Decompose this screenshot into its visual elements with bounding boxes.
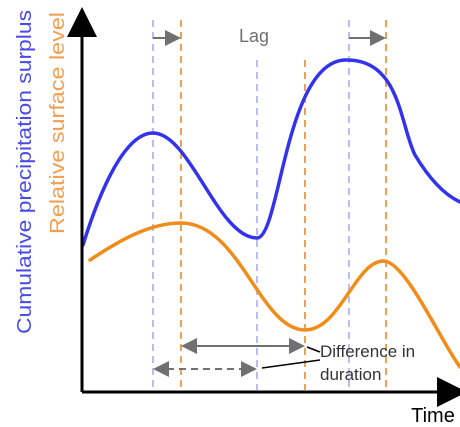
blue-guide-lines bbox=[152, 20, 350, 390]
x-axis-label: Time bbox=[411, 405, 455, 427]
lag-label: Lag bbox=[239, 26, 269, 46]
blue-series-curve bbox=[81, 58, 460, 247]
difference-pointer-top bbox=[306, 346, 321, 353]
difference-label-line-1: Difference in bbox=[320, 342, 415, 361]
difference-pointer-bottom bbox=[261, 359, 321, 369]
orange-series-curve bbox=[88, 221, 460, 369]
orange-guide-lines bbox=[180, 20, 387, 390]
difference-label-line-2: duration bbox=[320, 365, 381, 384]
y-axis-label-blue: Cumulative precipitation surplus bbox=[14, 10, 36, 334]
y-axis-label-orange: Relative surface level bbox=[47, 12, 69, 234]
